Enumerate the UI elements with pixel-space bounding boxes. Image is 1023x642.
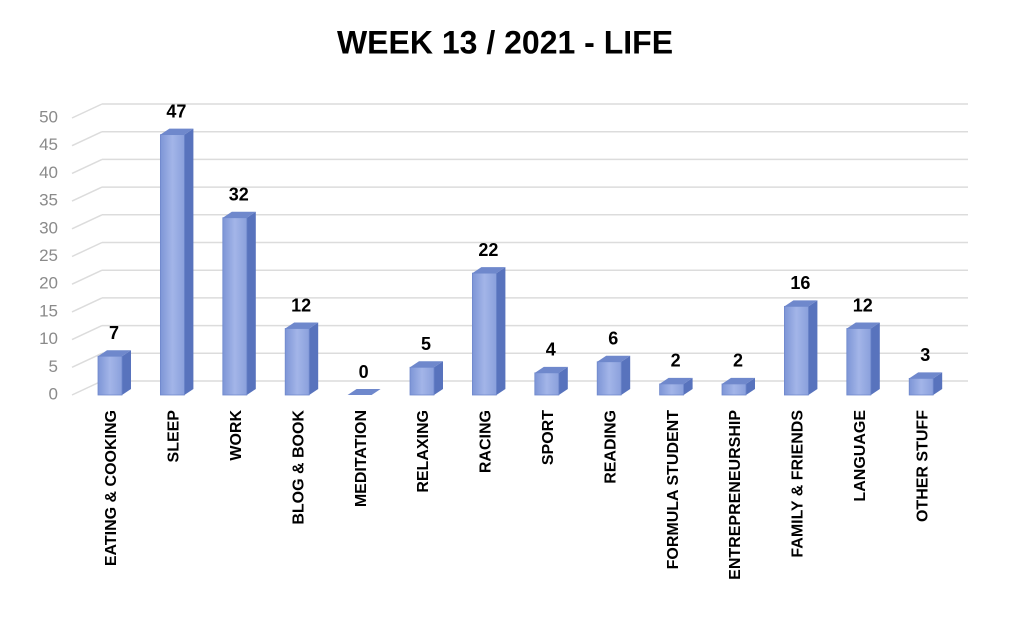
y-tick-label: 20 [39, 274, 58, 293]
grid-line-side [71, 131, 103, 147]
value-label: 3 [920, 345, 930, 365]
y-tick-label: 25 [39, 246, 58, 265]
bar [284, 328, 310, 396]
x-tick-label: ENTREPRENEURSHIP [727, 410, 744, 580]
x-tick-label: RACING [478, 410, 495, 473]
value-label: 32 [229, 184, 249, 204]
bar-top [722, 377, 755, 384]
bar [659, 383, 684, 396]
bar-top [347, 389, 381, 395]
x-tick-label: BLOG & BOOK [290, 410, 307, 525]
x-tick-label: SPORT [540, 410, 557, 465]
grid-line-side [71, 269, 103, 285]
x-tick-label: LANGUAGE [852, 410, 869, 502]
bar [596, 361, 622, 396]
bar [721, 383, 747, 396]
bar [471, 272, 497, 396]
y-tick-label: 40 [39, 163, 58, 182]
bar-top [285, 322, 319, 329]
x-tick-label: OTHER STUFF [914, 410, 931, 522]
bar [222, 217, 248, 396]
bar-side [496, 267, 506, 395]
bar-top [98, 350, 131, 357]
bar-top [659, 377, 693, 384]
bar-top [846, 322, 880, 329]
bar [534, 372, 560, 396]
bar-top [909, 372, 943, 379]
value-label: 2 [733, 351, 743, 371]
bar [784, 305, 809, 396]
bar-side [309, 322, 319, 395]
grid-line-side [71, 186, 103, 202]
bar [97, 355, 123, 396]
grid-line-side [71, 103, 103, 119]
bar-side [434, 361, 443, 395]
value-label: 4 [546, 340, 556, 360]
bar-top [222, 211, 256, 218]
x-tick-label: FORMULA STUDENT [665, 410, 682, 570]
y-tick-label: 50 [39, 107, 58, 126]
bar-top [410, 361, 443, 368]
x-tick-label: RELAXING [415, 410, 432, 493]
value-label: 12 [853, 295, 873, 315]
grid-line-side [71, 380, 103, 396]
grid-line-side [71, 324, 103, 341]
grid-line-side [71, 158, 103, 175]
y-tick-label: 5 [49, 357, 58, 376]
value-label: 2 [671, 351, 681, 371]
y-tick-label: 10 [39, 329, 58, 348]
bar-side [184, 128, 194, 395]
y-tick-label: 0 [49, 384, 58, 403]
value-label: 16 [790, 273, 810, 293]
bar-side [683, 377, 693, 395]
value-label: 22 [478, 240, 498, 260]
value-label: 7 [109, 323, 119, 343]
y-tick-label: 35 [39, 191, 58, 210]
grid-line-side [71, 352, 103, 368]
value-label: 5 [421, 334, 431, 354]
x-tick-label: SLEEP [166, 410, 183, 463]
x-tick-label: MEDITATION [353, 410, 370, 507]
bar-top [597, 355, 631, 362]
x-tick-label: WORK [228, 410, 245, 461]
grid-line-side [71, 297, 103, 313]
bar-side [933, 372, 943, 395]
bar-top [472, 267, 506, 274]
y-tick-label: 45 [39, 135, 58, 154]
value-label: 12 [291, 295, 311, 315]
value-label: 47 [166, 101, 186, 121]
bar-side [558, 366, 568, 395]
bar-top [534, 366, 568, 373]
bar-top [784, 300, 818, 307]
bar-side [746, 377, 755, 395]
bar [846, 328, 872, 396]
bar-side [246, 211, 256, 395]
bar-side [870, 322, 880, 395]
bar-side [808, 300, 818, 395]
value-label: 0 [359, 362, 369, 382]
bar [159, 134, 185, 396]
x-tick-label: EATING & COOKING [103, 410, 120, 566]
bar [409, 366, 435, 396]
x-tick-label: READING [602, 410, 619, 484]
bar [908, 377, 934, 396]
chart-title: WEEK 13 / 2021 - LIFE [337, 24, 673, 60]
bar-side [122, 350, 131, 395]
y-tick-label: 15 [39, 301, 58, 320]
value-label: 6 [608, 329, 618, 349]
x-tick-label: FAMILY & FRIENDS [790, 410, 807, 558]
grid-line-side [71, 214, 103, 230]
y-tick-label: 30 [39, 218, 58, 237]
bar-side [621, 355, 631, 395]
bar-top [160, 128, 194, 135]
grid-line-side [71, 241, 103, 258]
